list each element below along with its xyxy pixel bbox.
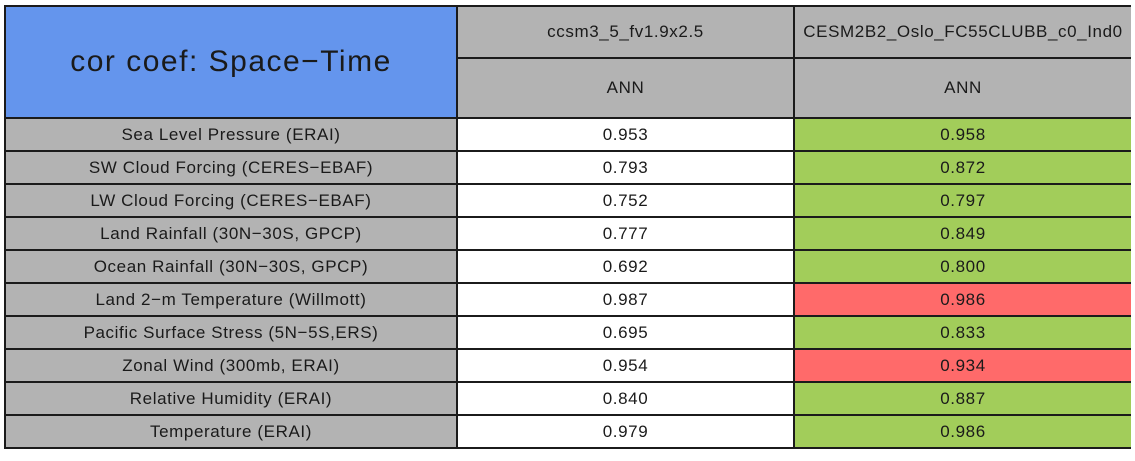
value-cell: 0.695	[456, 315, 795, 350]
value-cell-highlighted: 0.797	[793, 183, 1131, 218]
row-label: Land Rainfall (30N−30S, GPCP)	[4, 216, 458, 251]
row-label: Relative Humidity (ERAI)	[4, 381, 458, 416]
row-label: Land 2−m Temperature (Willmott)	[4, 282, 458, 317]
value-cell: 0.777	[456, 216, 795, 251]
value-cell-highlighted: 0.872	[793, 150, 1131, 185]
column-header-model-2: CESM2B2_Oslo_FC55CLUBB_c0_Ind0	[793, 5, 1131, 59]
value-cell-highlighted: 0.986	[793, 282, 1131, 317]
table-title: cor coef: Space−Time	[4, 5, 458, 119]
row-label: SW Cloud Forcing (CERES−EBAF)	[4, 150, 458, 185]
season-header-row: ANN ANN	[5, 57, 1131, 119]
table-row: Zonal Wind (300mb, ERAI) 0.954 0.934	[4, 348, 1131, 383]
value-cell: 0.979	[456, 414, 795, 449]
row-label: Zonal Wind (300mb, ERAI)	[4, 348, 458, 383]
table-row: Sea Level Pressure (ERAI) 0.953 0.958	[4, 117, 1131, 152]
table-row: Pacific Surface Stress (5N−5S,ERS) 0.695…	[4, 315, 1131, 350]
column-header-model-2-label: CESM2B2_Oslo_FC55CLUBB_c0_Ind0	[803, 22, 1123, 41]
table-row: Ocean Rainfall (30N−30S, GPCP) 0.692 0.8…	[4, 249, 1131, 284]
value-cell: 0.987	[456, 282, 795, 317]
column-header-model-1: ccsm3_5_fv1.9x2.5	[456, 5, 795, 59]
value-cell: 0.954	[456, 348, 795, 383]
row-label: Ocean Rainfall (30N−30S, GPCP)	[4, 249, 458, 284]
value-cell-highlighted: 0.800	[793, 249, 1131, 284]
value-cell: 0.953	[456, 117, 795, 152]
value-cell-highlighted: 0.986	[793, 414, 1131, 449]
value-cell-highlighted: 0.887	[793, 381, 1131, 416]
table-row: Relative Humidity (ERAI) 0.840 0.887	[4, 381, 1131, 416]
row-label: Sea Level Pressure (ERAI)	[4, 117, 458, 152]
row-label: LW Cloud Forcing (CERES−EBAF)	[4, 183, 458, 218]
value-cell-highlighted: 0.934	[793, 348, 1131, 383]
table-row: SW Cloud Forcing (CERES−EBAF) 0.793 0.87…	[4, 150, 1131, 185]
row-label: Temperature (ERAI)	[4, 414, 458, 449]
table-row: Land Rainfall (30N−30S, GPCP) 0.777 0.84…	[4, 216, 1131, 251]
model-header-row: cor coef: Space−Time ccsm3_5_fv1.9x2.5 C…	[4, 5, 1131, 119]
season-header-2: ANN	[793, 57, 1131, 119]
value-cell: 0.752	[456, 183, 795, 218]
value-cell-highlighted: 0.849	[793, 216, 1131, 251]
value-cell: 0.793	[456, 150, 795, 185]
metrics-table: cor coef: Space−Time ccsm3_5_fv1.9x2.5 C…	[4, 5, 1131, 449]
season-header-1: ANN	[456, 57, 795, 119]
value-cell-highlighted: 0.833	[793, 315, 1131, 350]
value-cell: 0.840	[456, 381, 795, 416]
table-row: LW Cloud Forcing (CERES−EBAF) 0.752 0.79…	[4, 183, 1131, 218]
table-row: Land 2−m Temperature (Willmott) 0.987 0.…	[4, 282, 1131, 317]
value-cell-highlighted: 0.958	[793, 117, 1131, 152]
row-label: Pacific Surface Stress (5N−5S,ERS)	[4, 315, 458, 350]
value-cell: 0.692	[456, 249, 795, 284]
table-row: Temperature (ERAI) 0.979 0.986	[4, 414, 1131, 449]
